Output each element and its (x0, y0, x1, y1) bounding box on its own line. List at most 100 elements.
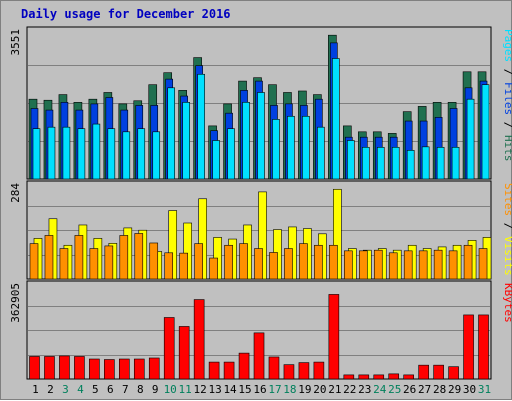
x-tick-label: 16 (253, 383, 266, 396)
x-tick-label: 7 (122, 383, 129, 396)
kbytes-bar (268, 356, 280, 380)
sites-bar (284, 248, 293, 280)
sites-bar (403, 250, 413, 280)
x-tick-label: 30 (463, 383, 476, 396)
pages-bar (242, 101, 250, 180)
kbytes-bar (44, 356, 55, 380)
pages-bar (332, 58, 340, 180)
x-tick-label: 9 (152, 383, 159, 396)
kbytes-bar (148, 357, 160, 380)
sites-bar (299, 243, 308, 280)
kbytes-bar (178, 326, 190, 380)
sites-bar (74, 235, 84, 280)
kbytes-bar (253, 332, 265, 380)
y-max-label-top: 3551 (9, 29, 22, 56)
legend-files: Files (502, 82, 512, 115)
x-tick-label: 5 (92, 383, 99, 396)
kbytes-bar (373, 374, 385, 380)
sites-bar (329, 244, 338, 280)
x-tick-label: 23 (358, 383, 371, 396)
pages-bar (137, 128, 146, 180)
x-tick-label: 4 (77, 383, 84, 396)
x-tick-label: 25 (388, 383, 401, 396)
kbytes-bar (463, 314, 474, 380)
pages-bar (466, 98, 475, 180)
x-tick-label: 8 (137, 383, 144, 396)
kbytes-bar (89, 358, 100, 380)
x-tick-label: 29 (448, 383, 461, 396)
legend-sep: / (502, 115, 512, 135)
x-tick-label: 20 (313, 383, 326, 396)
kbytes-bar (328, 294, 340, 380)
x-tick-label: 10 (164, 383, 177, 396)
x-tick-label: 11 (179, 383, 192, 396)
sites-bar (418, 250, 428, 280)
kbytes-bar (403, 374, 414, 380)
kbytes-bar (433, 364, 444, 380)
legend-visits: Visits (502, 236, 512, 276)
x-tick-label: 18 (283, 383, 296, 396)
sites-bar (388, 252, 398, 280)
kbytes-bar (358, 374, 370, 380)
x-tick-label: 19 (298, 383, 311, 396)
pages-bar (361, 146, 370, 180)
pages-bar (302, 115, 310, 180)
sites-bar (104, 245, 114, 280)
sites-bar (89, 248, 99, 280)
pages-bar (421, 146, 430, 180)
pages-bar (107, 128, 116, 180)
x-tick-label: 17 (268, 383, 281, 396)
sites-bar (344, 250, 353, 280)
legend-pages: Pages (502, 29, 512, 62)
sites-bar (358, 250, 368, 280)
sites-bar (314, 244, 323, 280)
kbytes-bar (223, 361, 235, 380)
kbytes-bar (448, 366, 459, 380)
sites-bar (239, 243, 248, 280)
kbytes-bar (208, 361, 220, 380)
legend-hits: Hits (502, 135, 512, 162)
x-tick-label: 28 (433, 383, 446, 396)
pages-bar (77, 128, 86, 180)
pages-bar (92, 123, 101, 180)
x-tick-label: 21 (328, 383, 341, 396)
sites-bar (448, 250, 458, 280)
legend-sep: / (502, 216, 512, 236)
kbytes-bar (29, 356, 40, 380)
kbytes-bar (298, 362, 310, 380)
pages-bar (32, 128, 41, 180)
chart-title: Daily usage for December 2016 (21, 7, 231, 21)
kbytes-bar (313, 361, 325, 380)
pages-bar (257, 92, 265, 180)
pages-bar (317, 126, 325, 180)
x-tick-label: 1 (32, 383, 39, 396)
kbytes-bar (133, 358, 145, 380)
pages-bar (167, 87, 176, 180)
y-max-label-bot: 362905 (9, 283, 22, 323)
pages-bar (272, 119, 280, 180)
sites-bar (269, 252, 278, 280)
sites-bar (209, 257, 218, 280)
sites-bar (254, 248, 263, 280)
sites-bar (478, 248, 488, 280)
pages-bar (481, 84, 490, 180)
pages-bar (391, 146, 400, 180)
kbytes-bar (119, 358, 130, 380)
right-label-bot: KBytes (502, 283, 512, 323)
sites-bar (373, 249, 383, 280)
legend-sep: / (502, 62, 512, 82)
x-tick-label: 12 (194, 383, 207, 396)
pages-bar (376, 146, 385, 180)
x-tick-label: 22 (343, 383, 356, 396)
kbytes-bar (104, 359, 115, 380)
x-tick-label: 15 (238, 383, 251, 396)
pages-bar (436, 146, 445, 180)
pages-bar (451, 146, 460, 180)
sites-bar (29, 243, 39, 280)
x-tick-label: 26 (403, 383, 416, 396)
sites-bar (194, 243, 203, 280)
sites-bar (433, 249, 443, 280)
pages-bar (287, 115, 295, 180)
